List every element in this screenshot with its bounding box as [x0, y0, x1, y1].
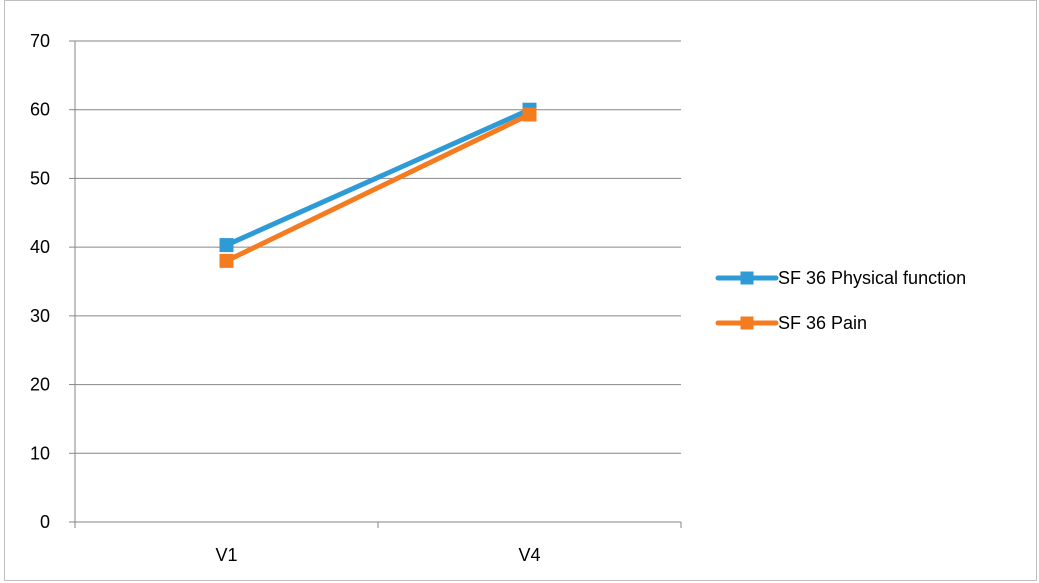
legend-marker-1 [740, 316, 754, 330]
y-tick-label: 40 [30, 237, 50, 257]
legend-marker-0 [740, 271, 754, 285]
y-tick-label: 20 [30, 375, 50, 395]
series-lines [219, 102, 537, 268]
x-tick-label: V1 [215, 545, 237, 565]
axes: 0 10 20 30 40 50 60 70 V1 V4 [30, 31, 682, 565]
legend: SF 36 Physical function SF 36 Pain [715, 268, 966, 333]
y-tick-label: 30 [30, 306, 50, 326]
chart-frame [4, 0, 1037, 581]
x-tick-label: V4 [518, 545, 540, 565]
series-line-1 [224, 112, 532, 264]
y-tick-label: 10 [30, 443, 50, 463]
legend-label-0: SF 36 Physical function [778, 268, 966, 288]
gridlines [75, 40, 681, 454]
series-line-0 [224, 107, 532, 248]
y-tick-label: 60 [30, 100, 50, 120]
series-0-point-0 [219, 238, 234, 253]
y-tick-label: 70 [30, 31, 50, 51]
y-tick-label: 50 [30, 168, 50, 188]
series-1-point-0 [219, 253, 234, 268]
legend-label-1: SF 36 Pain [778, 313, 867, 333]
y-tick-label: 0 [40, 512, 50, 532]
series-1-point-1 [522, 107, 537, 122]
